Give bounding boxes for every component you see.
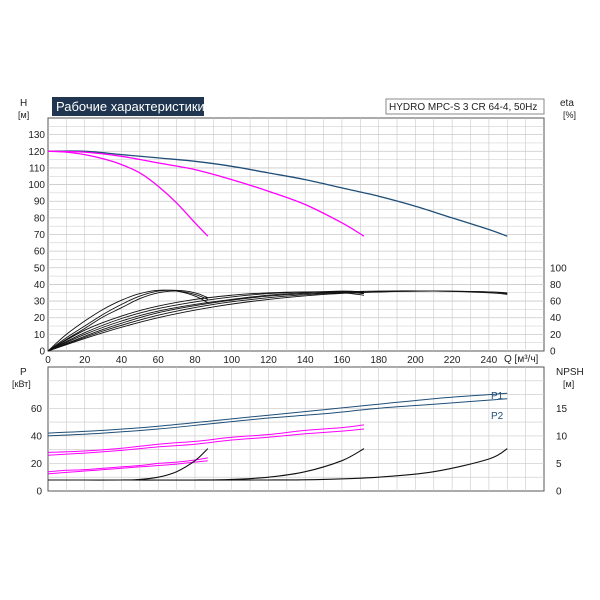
npsh-curve-3-pumps	[48, 448, 508, 481]
model-box	[385, 98, 545, 115]
bottom-y-right-tick-label: 10	[556, 431, 568, 442]
tick-labels-layer: 0 20 40 60 80 100 120 140 160 180 200 220 2400102030…	[28, 130, 567, 497]
bottom-y-left-label: P	[20, 367, 27, 378]
series-label-p1: P1	[491, 391, 504, 402]
top-y-left-tick-label: 50	[34, 263, 46, 274]
top-y-left-tick-label: 90	[34, 197, 46, 208]
top-y-left-tick-label: 110	[29, 163, 45, 174]
top-y-right-tick-label: 80	[550, 280, 562, 291]
bottom-plot-frame	[47, 366, 545, 492]
top-y-left-tick-label: 0	[39, 347, 45, 358]
power-curve-3-pumps-p2	[47, 398, 508, 437]
power-curve-1-pumps	[47, 457, 208, 473]
eta-curve-3-pumps	[47, 290, 508, 352]
x-tick-label: 0	[45, 355, 51, 366]
x-tick-label: 120	[260, 355, 277, 366]
chart-title-box	[52, 97, 204, 116]
top-y-left-tick-label: 80	[34, 213, 46, 224]
x-tick-label: 240	[481, 355, 498, 366]
bottom-plot-grid	[47, 366, 545, 492]
top-y-left-tick-label: 130	[28, 130, 45, 141]
bottom-y-right-tick-label: 5	[556, 459, 562, 470]
eta-curve-1-pumps	[47, 290, 208, 352]
head-curve-1-pumps	[47, 150, 209, 237]
power-curve-1-pumps	[47, 460, 208, 475]
eta-curve-1-pumps	[47, 289, 209, 352]
x-axis-label: Q [м³/ч]	[504, 354, 539, 365]
eta-curve-2-pumps	[47, 291, 365, 352]
series-label-p2: P2	[491, 411, 504, 422]
top-y-right-tick-label: 20	[550, 330, 562, 341]
x-tick-label: 40	[116, 355, 128, 366]
x-tick-label: 100	[223, 355, 240, 366]
bottom-y-right-tick-label: 0	[556, 487, 562, 498]
top-y-left-tick-label: 60	[34, 247, 46, 258]
top-y-right-tick-label: 0	[550, 347, 556, 358]
chart-title: Рабочие характеристики	[56, 99, 205, 114]
bottom-y-left-unit: [кВт]	[12, 379, 31, 389]
top-y-right-tick-label: 40	[550, 313, 562, 324]
top-y-right-unit: [%]	[563, 110, 576, 120]
bottom-y-left-tick-label: 0	[36, 487, 42, 498]
bottom-y-left-tick-label: 40	[31, 431, 43, 442]
top-y-left-label: H	[20, 98, 27, 109]
head-curve-3-pumps	[47, 150, 508, 237]
bottom-y-right-label: NPSH	[556, 367, 584, 378]
x-tick-label: 180	[370, 355, 387, 366]
top-y-left-tick-label: 10	[34, 330, 46, 341]
x-tick-label: 160	[334, 355, 351, 366]
top-y-left-tick-label: 40	[34, 280, 46, 291]
top-y-right-tick-label: 60	[550, 297, 562, 308]
eta-curve-3-pumps	[47, 290, 508, 352]
power-curve-3-pumps-p1	[47, 392, 508, 434]
top-plot-grid	[47, 117, 545, 352]
model-label: HYDRO MPC-S 3 CR 64-4, 50Hz	[389, 102, 537, 113]
x-tick-label: 200	[407, 355, 424, 366]
top-y-right-tick-label: 100	[550, 263, 567, 274]
x-tick-label: 20	[79, 355, 91, 366]
top-y-right-label: eta	[560, 98, 574, 109]
top-y-left-tick-label: 120	[28, 147, 45, 158]
power-curve-2-pumps	[47, 428, 365, 456]
bottom-y-left-tick-label: 20	[31, 459, 43, 470]
x-tick-label: 60	[153, 355, 165, 366]
x-tick-label: 80	[189, 355, 201, 366]
x-tick-label: 140	[297, 355, 314, 366]
head-curve-2-pumps	[47, 150, 365, 237]
eta-curve-2-pumps	[47, 291, 365, 352]
x-tick-label: 220	[444, 355, 461, 366]
power-curve-2-pumps	[47, 424, 365, 453]
top-y-left-tick-label: 100	[28, 180, 45, 191]
top-y-left-tick-label: 30	[34, 297, 46, 308]
top-y-left-unit: [м]	[18, 110, 29, 120]
eta-curve-1-pumps	[47, 289, 208, 352]
top-y-left-tick-label: 70	[34, 230, 46, 241]
bottom-y-left-tick-label: 60	[31, 404, 43, 415]
top-y-left-tick-label: 20	[34, 313, 46, 324]
bottom-y-right-tick-label: 15	[556, 404, 568, 415]
curves-layer	[47, 150, 508, 481]
bottom-y-right-unit: [м]	[563, 379, 574, 389]
